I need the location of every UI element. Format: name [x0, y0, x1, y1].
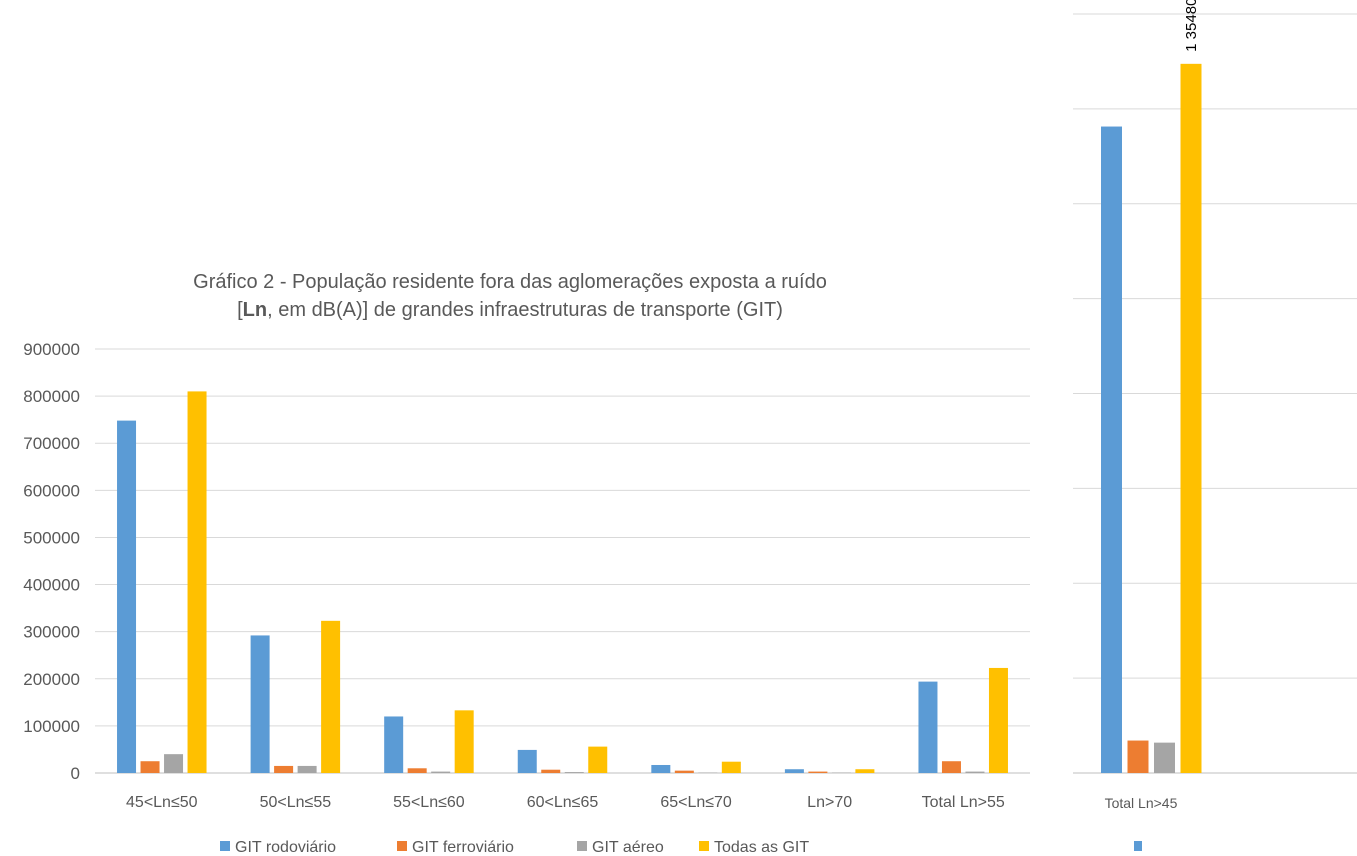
- bar: [454, 710, 474, 773]
- total-bars: 1 354800: [1101, 0, 1202, 773]
- legend-label: Todas as GIT: [714, 839, 809, 856]
- bar: [721, 761, 741, 773]
- bar: [431, 771, 451, 773]
- bar: [407, 768, 427, 773]
- bar: [784, 769, 804, 773]
- x-tick-label: Total Ln>55: [922, 794, 1005, 811]
- bar: [117, 420, 137, 773]
- bar: [855, 769, 875, 773]
- y-tick-label: 500000: [23, 528, 80, 547]
- bar: [384, 716, 404, 773]
- bar: [140, 761, 160, 773]
- y-tick-label: 400000: [23, 576, 80, 595]
- bar: [988, 667, 1008, 773]
- bar: [1101, 126, 1122, 773]
- legend-swatch: [699, 841, 709, 851]
- y-gridlines: [95, 348, 1030, 774]
- chart-title-line1: Gráfico 2 - População residente fora das…: [193, 271, 827, 293]
- legend-swatch: [577, 841, 587, 851]
- bar: [1127, 740, 1149, 773]
- bars: [117, 391, 1008, 773]
- chart-title-line2: [Ln, em dB(A)] de grandes infraestrutura…: [237, 299, 783, 321]
- bar: [517, 749, 537, 773]
- total-chart: 1 354800 Total Ln>45: [1073, 0, 1357, 851]
- x-tick-label: Ln>70: [807, 794, 852, 811]
- chart-title-line2-bold: Ln: [243, 299, 267, 321]
- chart-title-line2-pre: [: [237, 299, 243, 321]
- bar: [1180, 63, 1202, 773]
- legend: GIT rodoviário GIT ferroviário GIT aéreo To…: [220, 839, 809, 856]
- bar: [588, 746, 608, 773]
- x-tick-label: Total Ln>45: [1105, 795, 1178, 811]
- bar: [965, 771, 985, 773]
- y-tick-label: 800000: [23, 387, 80, 406]
- main-chart: Gráfico 2 - População residente fora das…: [23, 271, 1030, 856]
- bar: [808, 771, 828, 773]
- y-tick-label: 600000: [23, 481, 80, 500]
- legend-swatch: [220, 841, 230, 851]
- y-tick-label: 200000: [23, 670, 80, 689]
- legend-swatch: [397, 841, 407, 851]
- bar: [250, 635, 270, 773]
- bar: [297, 765, 317, 773]
- legend-label: GIT rodoviário: [235, 839, 336, 856]
- y-tick-label: 0: [71, 764, 80, 783]
- bar: [674, 770, 694, 773]
- legend-label: GIT aéreo: [592, 839, 664, 856]
- bar: [918, 681, 938, 773]
- bar: [321, 620, 341, 773]
- y-tick-label: 100000: [23, 717, 80, 736]
- total-x-tick-labels: Total Ln>45: [1105, 795, 1178, 811]
- legend-label: GIT ferroviário: [412, 839, 514, 856]
- x-tick-label: 55<Ln≤60: [393, 794, 465, 811]
- x-tick-label: 60<Ln≤65: [527, 794, 599, 811]
- bar: [274, 765, 294, 773]
- bar: [541, 769, 561, 773]
- y-tick-label: 900000: [23, 340, 80, 359]
- y-tick-label: 300000: [23, 623, 80, 642]
- x-tick-label: 45<Ln≤50: [126, 794, 198, 811]
- chart-title-line2-rest: , em dB(A)] de grandes infraestruturas d…: [267, 299, 783, 321]
- total-legend: [1134, 841, 1142, 851]
- bar: [564, 772, 584, 773]
- bar: [1154, 742, 1175, 773]
- x-tick-label: 50<Ln≤55: [260, 794, 332, 811]
- x-tick-label: 65<Ln≤70: [660, 794, 732, 811]
- bar: [941, 761, 961, 773]
- bar: [164, 754, 184, 773]
- bar: [651, 764, 671, 773]
- x-tick-labels: 45<Ln≤50 50<Ln≤55 55<Ln≤60 60<Ln≤65 65<Ln≤70…: [126, 794, 1005, 811]
- y-tick-labels: 0 100000 200000 300000 400000 500000 600000 700…: [23, 340, 80, 783]
- y-tick-label: 700000: [23, 434, 80, 453]
- bar: [187, 391, 207, 773]
- legend-swatch: [1134, 841, 1142, 851]
- data-label: 1 354800: [1183, 0, 1200, 52]
